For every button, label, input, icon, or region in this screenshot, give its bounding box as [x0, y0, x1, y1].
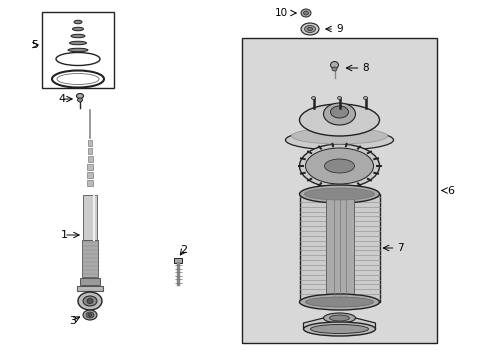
Ellipse shape [77, 98, 82, 102]
Ellipse shape [299, 294, 379, 310]
Ellipse shape [323, 313, 356, 323]
Ellipse shape [305, 297, 373, 307]
Bar [77, 286, 103, 291]
Ellipse shape [299, 104, 379, 136]
Ellipse shape [83, 296, 97, 306]
Ellipse shape [303, 322, 375, 336]
Ellipse shape [88, 314, 92, 316]
Ellipse shape [303, 11, 309, 15]
Ellipse shape [332, 67, 337, 71]
Bar [88, 148, 92, 154]
Ellipse shape [86, 312, 94, 318]
Ellipse shape [68, 48, 88, 52]
Ellipse shape [83, 310, 97, 320]
Bar [82, 240, 98, 277]
Ellipse shape [364, 96, 368, 99]
Text: 9: 9 [336, 24, 343, 34]
Text: 10: 10 [275, 8, 288, 18]
Ellipse shape [78, 292, 102, 310]
Bar [80, 278, 100, 285]
Ellipse shape [311, 324, 368, 333]
Ellipse shape [308, 27, 313, 31]
Ellipse shape [73, 27, 83, 31]
Bar [87, 172, 93, 178]
Ellipse shape [292, 128, 388, 144]
Text: 1: 1 [61, 230, 68, 240]
Ellipse shape [324, 159, 354, 173]
Text: 4: 4 [59, 94, 66, 104]
Ellipse shape [286, 130, 393, 150]
Ellipse shape [312, 96, 316, 99]
Ellipse shape [74, 20, 82, 24]
Text: 2: 2 [180, 245, 187, 255]
Ellipse shape [301, 9, 311, 17]
Ellipse shape [305, 148, 373, 184]
Bar [174, 258, 182, 263]
Ellipse shape [329, 315, 349, 321]
Bar [87, 180, 93, 186]
Ellipse shape [330, 106, 348, 118]
Bar [83, 195, 97, 240]
Bar [242, 38, 437, 343]
Ellipse shape [301, 23, 319, 35]
Ellipse shape [338, 96, 342, 99]
Bar [88, 156, 93, 162]
Text: 8: 8 [363, 63, 369, 73]
Text: 6: 6 [447, 185, 454, 195]
Polygon shape [303, 318, 375, 329]
Bar [42, 12, 114, 88]
Ellipse shape [323, 103, 356, 125]
Ellipse shape [330, 62, 339, 68]
Ellipse shape [70, 41, 87, 45]
Bar [88, 140, 92, 146]
Ellipse shape [87, 298, 93, 303]
Ellipse shape [76, 94, 83, 99]
Bar [87, 164, 93, 170]
Ellipse shape [299, 185, 379, 203]
Text: 3: 3 [69, 316, 76, 326]
Ellipse shape [71, 34, 85, 38]
Ellipse shape [304, 26, 316, 32]
Text: 5: 5 [31, 40, 38, 50]
Bar [325, 198, 353, 298]
Ellipse shape [304, 188, 374, 200]
Bar [299, 194, 379, 302]
Ellipse shape [299, 144, 379, 188]
Text: 7: 7 [397, 243, 404, 253]
